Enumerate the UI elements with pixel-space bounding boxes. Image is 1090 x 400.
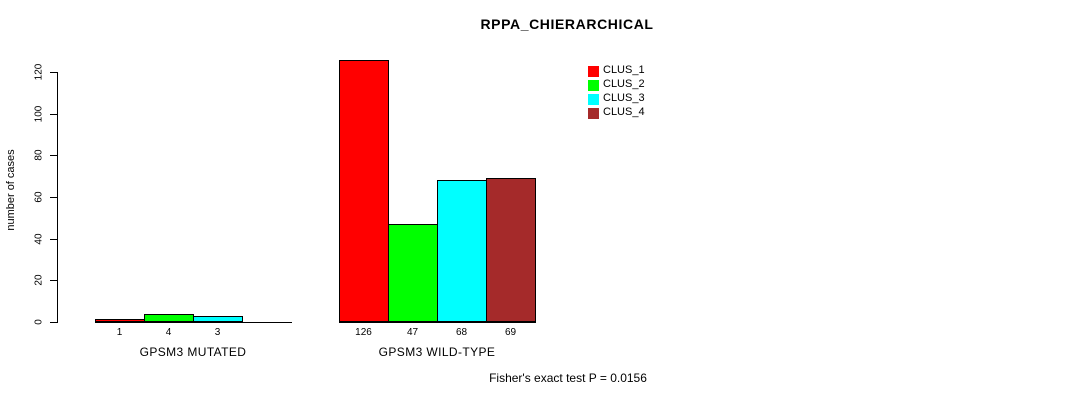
bar-value-label: 69 [504,327,517,338]
y-tick-label: 60 [33,191,45,203]
y-tick [50,72,57,73]
bar-value-label: 47 [406,327,419,338]
chart-title: RPPA_CHIERARCHICAL [480,16,654,32]
legend-swatch [588,66,599,77]
bar-value-label: 68 [455,327,468,338]
y-tick [50,280,57,282]
bar [437,180,487,322]
legend-label: CLUS_1 [603,64,645,76]
bar-value-label: 3 [214,327,221,338]
group-label: GPSM3 WILD-TYPE [378,345,496,359]
group-baseline [339,322,536,323]
bar [95,319,145,322]
bar [339,59,389,322]
bar [144,313,194,322]
y-tick-label: 20 [33,274,45,286]
bar-value-label: 1 [116,327,123,338]
y-tick-label: 40 [33,233,45,245]
y-tick [50,113,57,115]
y-axis-title: number of cases [5,149,17,231]
y-tick [50,197,57,198]
y-tick-label: 100 [33,105,45,122]
group-label: GPSM3 MUTATED [139,345,247,359]
legend-label: CLUS_2 [603,78,645,90]
bar [486,178,536,322]
y-tick-label: 0 [33,319,45,325]
y-axis-line [57,72,58,323]
legend-swatch [588,94,599,105]
y-tick [50,155,57,157]
stat-annotation: Fisher's exact test P = 0.0156 [489,371,647,385]
y-tick-label: 120 [33,63,45,81]
y-tick [50,238,57,240]
legend-swatch [588,80,599,91]
legend-label: CLUS_3 [603,92,645,104]
bar [193,315,243,322]
bar [388,224,438,322]
y-tick [50,322,57,323]
group-baseline [95,322,292,323]
y-tick-label: 80 [33,149,45,161]
bar-value-label: 4 [165,327,172,338]
legend-label: CLUS_4 [603,106,645,118]
bar-value-label: 126 [355,327,372,338]
legend-swatch [588,108,599,119]
